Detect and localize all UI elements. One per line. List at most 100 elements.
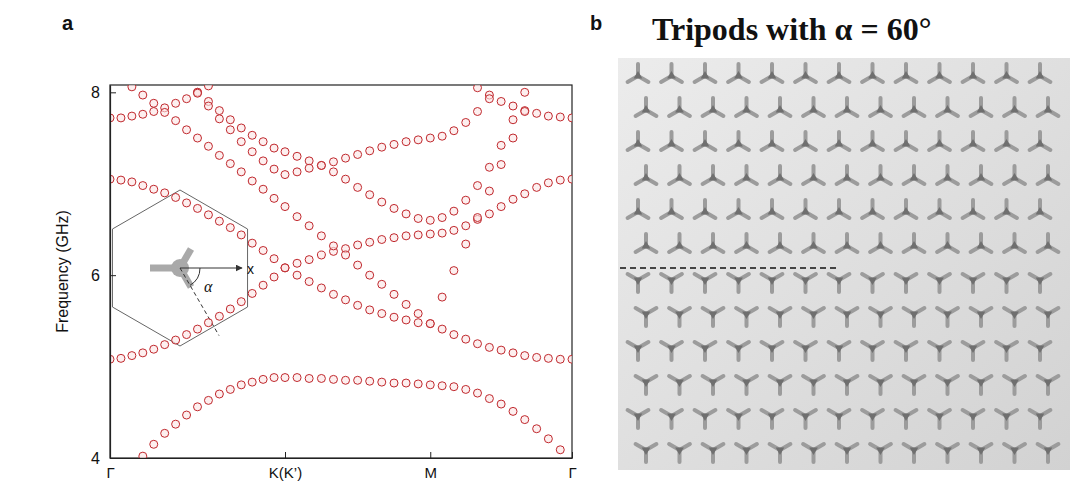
- band-point: [139, 110, 147, 118]
- band-point: [270, 374, 278, 382]
- tripod-center: [709, 241, 718, 249]
- tripod-center: [667, 207, 676, 215]
- tripod-center: [776, 380, 785, 388]
- tripod-center: [742, 173, 751, 181]
- tripod-center: [1010, 173, 1019, 181]
- band-point: [204, 102, 212, 110]
- tripod: [770, 444, 791, 462]
- tripod: [1030, 342, 1051, 360]
- y-tick: 6: [91, 267, 116, 284]
- tripod: [803, 98, 824, 116]
- band-point: [485, 210, 493, 218]
- tripod-center: [943, 241, 952, 249]
- band-point: [485, 187, 493, 195]
- tripod: [736, 444, 757, 462]
- band-point: [426, 320, 434, 328]
- tripod-center: [1002, 71, 1011, 79]
- band-point: [497, 203, 505, 211]
- band-point: [139, 349, 147, 357]
- tripod: [862, 200, 883, 218]
- x-tick: M: [425, 452, 438, 481]
- tripod: [703, 308, 724, 326]
- band-point: [402, 232, 410, 240]
- band-point: [568, 355, 572, 363]
- tripod-center: [1044, 380, 1053, 388]
- band-point: [556, 446, 564, 454]
- tripod: [770, 234, 791, 252]
- tripod-center: [902, 139, 911, 147]
- tripod: [896, 274, 917, 292]
- tripod-center: [667, 71, 676, 79]
- band-point: [568, 175, 572, 183]
- band-point: [139, 182, 147, 190]
- tripod: [628, 274, 649, 292]
- tripod: [695, 132, 716, 150]
- tripod: [963, 132, 984, 150]
- tripod-center: [1002, 346, 1011, 354]
- band-point: [305, 157, 313, 165]
- y-axis-line: [110, 86, 111, 459]
- tripod: [937, 308, 958, 326]
- tripod-center: [943, 105, 952, 113]
- tripod: [695, 274, 716, 292]
- band-point: [128, 112, 136, 120]
- tripod-center: [1044, 312, 1053, 320]
- tripod-center: [675, 105, 684, 113]
- bands: [110, 85, 572, 458]
- tripod-center: [1036, 139, 1045, 147]
- tripod: [963, 342, 984, 360]
- tripod-center: [935, 71, 944, 79]
- tripod: [803, 166, 824, 184]
- photo-background: [618, 58, 1070, 470]
- tripod: [636, 308, 657, 326]
- band-point: [305, 222, 313, 230]
- band-point: [533, 109, 541, 117]
- band-point: [354, 261, 362, 269]
- band-point: [556, 176, 564, 184]
- tripod: [661, 132, 682, 150]
- tripod-center: [776, 173, 785, 181]
- band-point: [237, 168, 245, 176]
- band-point: [204, 85, 212, 90]
- band-point: [305, 164, 313, 172]
- band-point: [378, 310, 386, 318]
- tripod-center: [776, 241, 785, 249]
- band-point: [556, 355, 564, 363]
- band-point: [270, 255, 278, 263]
- tripod-center: [868, 139, 877, 147]
- tripod-center: [977, 380, 986, 388]
- band-point: [248, 239, 256, 247]
- tripod-center: [809, 448, 818, 456]
- tripod-center: [935, 139, 944, 147]
- band-point: [237, 138, 245, 146]
- band-point: [317, 161, 325, 169]
- tripod: [1004, 308, 1025, 326]
- tripod-center: [1002, 414, 1011, 422]
- band-point: [438, 293, 446, 301]
- band-point: [183, 331, 191, 339]
- band-point: [329, 168, 337, 176]
- tripod: [803, 308, 824, 326]
- band-point: [402, 316, 410, 324]
- tripod: [803, 444, 824, 462]
- band-point: [474, 182, 482, 190]
- tripod-center: [843, 173, 852, 181]
- y-tick-mark: [110, 92, 116, 93]
- tripod: [862, 64, 883, 82]
- tripod-center: [1010, 105, 1019, 113]
- tripod: [736, 234, 757, 252]
- tripod-center: [642, 173, 651, 181]
- tripod-center: [1036, 71, 1045, 79]
- band-point: [342, 175, 350, 183]
- band-point: [426, 230, 434, 238]
- tripod-center: [943, 312, 952, 320]
- tripod: [1038, 308, 1059, 326]
- band-point: [204, 396, 212, 404]
- y-tick-mark: [110, 275, 116, 276]
- band-point: [366, 377, 374, 385]
- band-point: [139, 452, 147, 458]
- tripod-center: [843, 105, 852, 113]
- band-point: [194, 88, 202, 96]
- tripod-center: [910, 105, 919, 113]
- band-point: [414, 380, 422, 388]
